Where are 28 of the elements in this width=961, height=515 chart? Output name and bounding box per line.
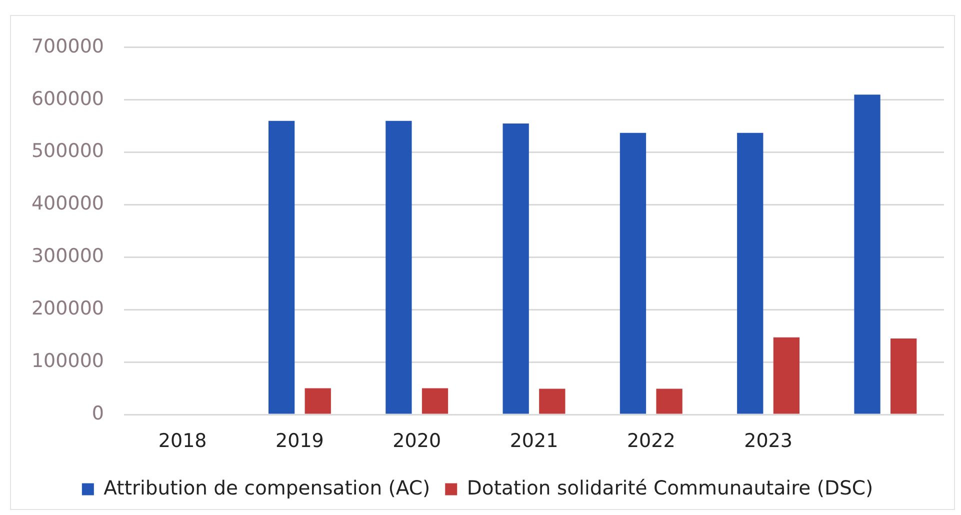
bar	[502, 123, 529, 414]
y-tick-label: 200000	[31, 298, 104, 320]
y-tick-label: 600000	[31, 88, 104, 110]
x-tick-label: 2019	[276, 430, 324, 452]
x-tick-label: 2018	[158, 430, 207, 452]
bar	[773, 337, 800, 414]
legend-label: Attribution de compensation (AC)	[104, 476, 430, 500]
bar	[656, 388, 682, 414]
bar	[890, 338, 917, 414]
y-tick-label: 300000	[31, 245, 104, 268]
x-tick-label: 2023	[744, 430, 792, 452]
y-tick-label: 400000	[31, 192, 104, 215]
legend-label: Dotation solidarité Communautaire (DSC)	[466, 476, 874, 500]
bar	[268, 120, 295, 414]
y-tick-label: 100000	[31, 350, 104, 372]
bar	[422, 388, 448, 414]
bar	[304, 388, 331, 414]
y-tick-label: 500000	[31, 140, 104, 162]
bar	[386, 120, 412, 414]
x-tick-label: 2020	[392, 430, 442, 452]
x-tick-label: 2022	[626, 430, 676, 452]
y-tick-label: 700000	[31, 35, 104, 58]
bar	[539, 388, 566, 414]
y-tick-label: 0	[92, 402, 104, 424]
x-tick-label: 2021	[510, 430, 558, 452]
bar	[620, 132, 646, 414]
bar	[737, 132, 764, 414]
bar	[854, 94, 880, 414]
